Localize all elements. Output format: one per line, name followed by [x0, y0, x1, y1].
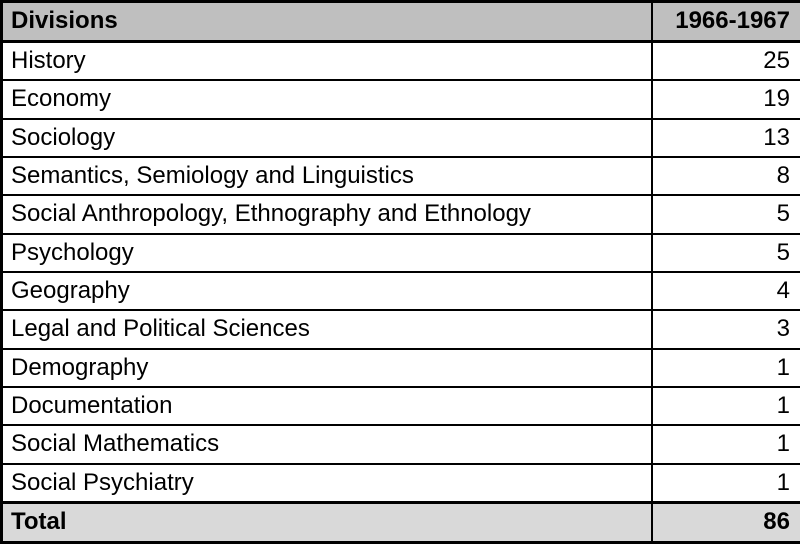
table-row: Geography 4 — [0, 270, 800, 312]
value-cell: 5 — [650, 232, 800, 273]
division-cell: Social Mathematics — [0, 424, 653, 465]
value-cell: 5 — [650, 194, 800, 235]
total-value-cell: 86 — [650, 501, 800, 544]
total-label-cell: Total — [0, 501, 653, 544]
table-row: Demography 1 — [0, 347, 800, 388]
table-row: Documentation 1 — [0, 385, 800, 427]
division-cell: Demography — [0, 347, 653, 388]
division-cell: Geography — [0, 270, 653, 312]
table-row: Social Psychiatry 1 — [0, 462, 800, 504]
division-cell: Legal and Political Sciences — [0, 309, 653, 350]
value-cell: 1 — [650, 424, 800, 465]
value-cell: 13 — [650, 117, 800, 158]
table-row: Sociology 13 — [0, 117, 800, 158]
table-total-row: Total 86 — [0, 501, 800, 544]
division-cell: Economy — [0, 79, 653, 120]
table-header-row: Divisions 1966-1967 — [0, 0, 800, 43]
division-cell: Sociology — [0, 117, 653, 158]
value-cell: 8 — [650, 155, 800, 197]
value-cell: 25 — [650, 40, 800, 82]
value-cell: 4 — [650, 270, 800, 312]
header-divisions-cell: Divisions — [0, 0, 653, 43]
table-row: Legal and Political Sciences 3 — [0, 309, 800, 350]
table-row: Social Mathematics 1 — [0, 424, 800, 465]
value-cell: 3 — [650, 309, 800, 350]
division-cell: Psychology — [0, 232, 653, 273]
value-cell: 19 — [650, 79, 800, 120]
value-cell: 1 — [650, 385, 800, 427]
value-cell: 1 — [650, 347, 800, 388]
division-cell: History — [0, 40, 653, 82]
header-period-cell: 1966-1967 — [650, 0, 800, 43]
division-cell: Social Anthropology, Ethnography and Eth… — [0, 194, 653, 235]
table-row: History 25 — [0, 40, 800, 82]
table-row: Economy 19 — [0, 79, 800, 120]
table-row: Psychology 5 — [0, 232, 800, 273]
value-cell: 1 — [650, 462, 800, 504]
table-row: Social Anthropology, Ethnography and Eth… — [0, 194, 800, 235]
division-cell: Semantics, Semiology and Linguistics — [0, 155, 653, 197]
division-cell: Documentation — [0, 385, 653, 427]
division-cell: Social Psychiatry — [0, 462, 653, 504]
table-row: Semantics, Semiology and Linguistics 8 — [0, 155, 800, 197]
